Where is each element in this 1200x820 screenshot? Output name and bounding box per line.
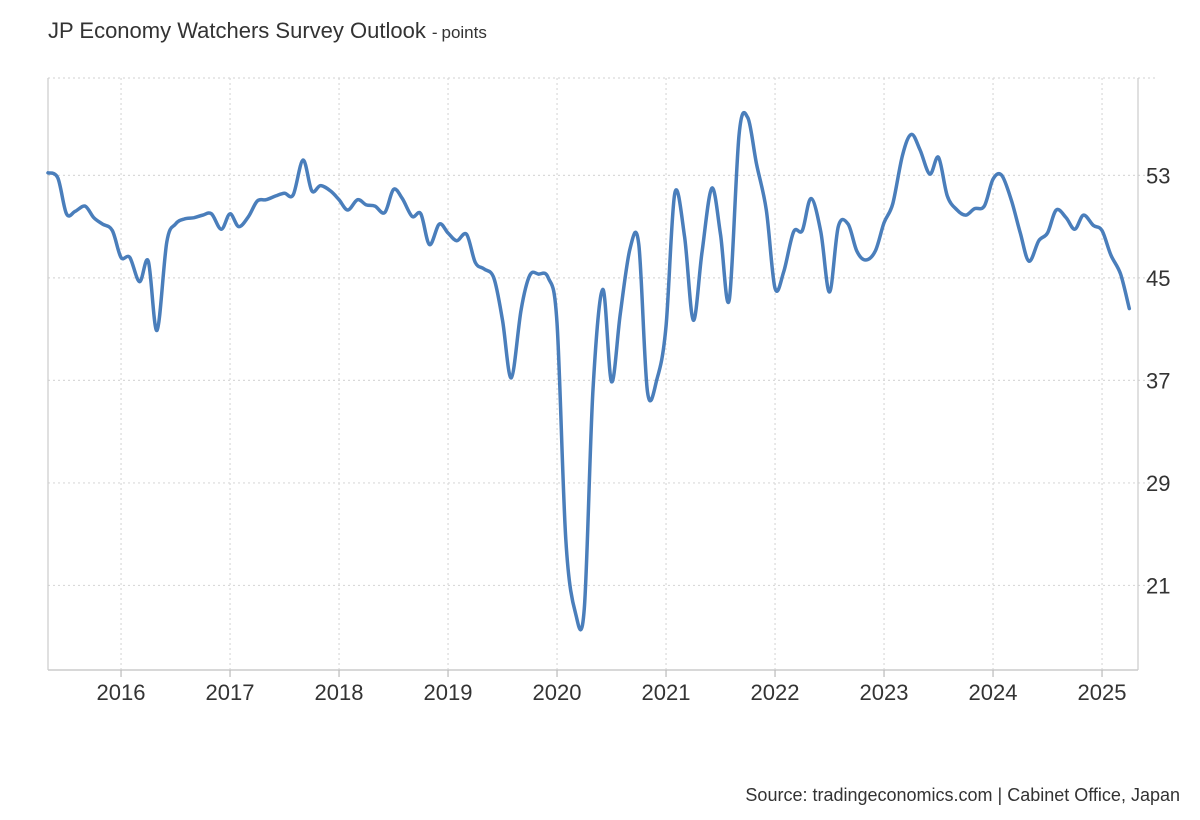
x-tick-label: 2025 bbox=[1078, 680, 1127, 705]
x-tick-label: 2016 bbox=[97, 680, 146, 705]
x-tick-label: 2022 bbox=[751, 680, 800, 705]
y-tick-label: 29 bbox=[1146, 471, 1170, 496]
y-tick-label: 37 bbox=[1146, 368, 1170, 393]
x-tick-label: 2020 bbox=[533, 680, 582, 705]
y-tick-label: 53 bbox=[1146, 163, 1170, 188]
x-tick-label: 2023 bbox=[860, 680, 909, 705]
series-line bbox=[46, 111, 1132, 632]
y-axis-labels: 53 45 37 29 21 bbox=[1146, 163, 1170, 598]
x-tick-label: 2024 bbox=[969, 680, 1018, 705]
x-axis-ticks bbox=[120, 670, 1103, 677]
x-axis-labels: 2016 2017 2018 2019 2020 2021 2022 2023 2024 2025 bbox=[97, 680, 1127, 705]
horizontal-gridlines bbox=[48, 77, 1158, 587]
x-tick-label: 2019 bbox=[424, 680, 473, 705]
x-tick-label: 2018 bbox=[315, 680, 364, 705]
y-tick-label: 45 bbox=[1146, 266, 1170, 291]
vertical-gridlines bbox=[120, 78, 1103, 670]
chart-title: JP Economy Watchers Survey Outlook bbox=[48, 18, 426, 43]
x-tick-label: 2017 bbox=[206, 680, 255, 705]
title-separator: - bbox=[431, 23, 438, 42]
chart-header: JP Economy Watchers Survey Outlook - point… bbox=[48, 18, 487, 44]
chart-units: points bbox=[441, 23, 487, 42]
x-tick-label: 2021 bbox=[642, 680, 691, 705]
chart-source: Source: tradingeconomics.com | Cabinet O… bbox=[745, 785, 1180, 805]
y-tick-label: 21 bbox=[1146, 573, 1170, 598]
